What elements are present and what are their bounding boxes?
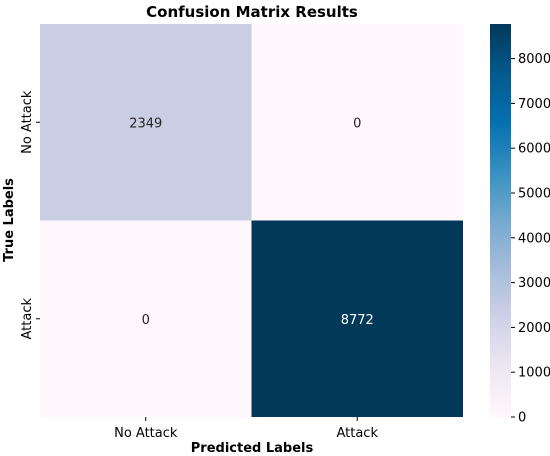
colorbar-tick-label-0: 0 — [518, 411, 526, 426]
heatmap-cell-1-1 — [251, 220, 463, 417]
x-tick-label-0: No Attack — [114, 426, 178, 441]
colorbar-tick-label-7: 7000 — [518, 97, 550, 112]
heatmap-cell-0-0 — [40, 24, 252, 221]
y-axis-title: True Labels — [2, 178, 17, 262]
cell-value-label-0-0: 2349 — [129, 116, 162, 131]
cell-value-label-0-1: 0 — [353, 116, 361, 131]
x-axis-ticks: No Attack Attack — [114, 417, 378, 441]
colorbar-tick-label-8: 8000 — [518, 52, 550, 67]
x-tick-label-1: Attack — [336, 426, 378, 441]
x-axis-title: Predicted Labels — [191, 441, 314, 456]
colorbar-tick-label-2: 2000 — [518, 321, 550, 336]
y-tick-label-1: Attack — [20, 298, 35, 340]
colorbar-ticks: 0 1000 2000 3000 4000 5000 6000 7000 8000 — [511, 52, 550, 426]
heatmap-cell-1-0 — [40, 220, 252, 417]
colorbar-tick-label-1: 1000 — [518, 366, 550, 381]
cell-value-label-1-0: 0 — [142, 313, 150, 328]
heatmap-cell-0-1 — [251, 24, 463, 221]
colorbar-tick-label-4: 4000 — [518, 231, 550, 246]
colorbar-tick-label-3: 3000 — [518, 276, 550, 291]
y-axis-ticks: No Attack Attack — [20, 90, 40, 340]
colorbar-tick-label-6: 6000 — [518, 142, 550, 157]
heatmap-cells: 2349 0 0 8772 — [40, 24, 463, 417]
y-tick-label-0: No Attack — [20, 90, 35, 154]
chart-title: Confusion Matrix Results — [146, 3, 358, 21]
cell-value-label-1-1: 8772 — [341, 313, 374, 328]
colorbar — [490, 24, 511, 417]
colorbar-tick-label-5: 5000 — [518, 186, 550, 201]
